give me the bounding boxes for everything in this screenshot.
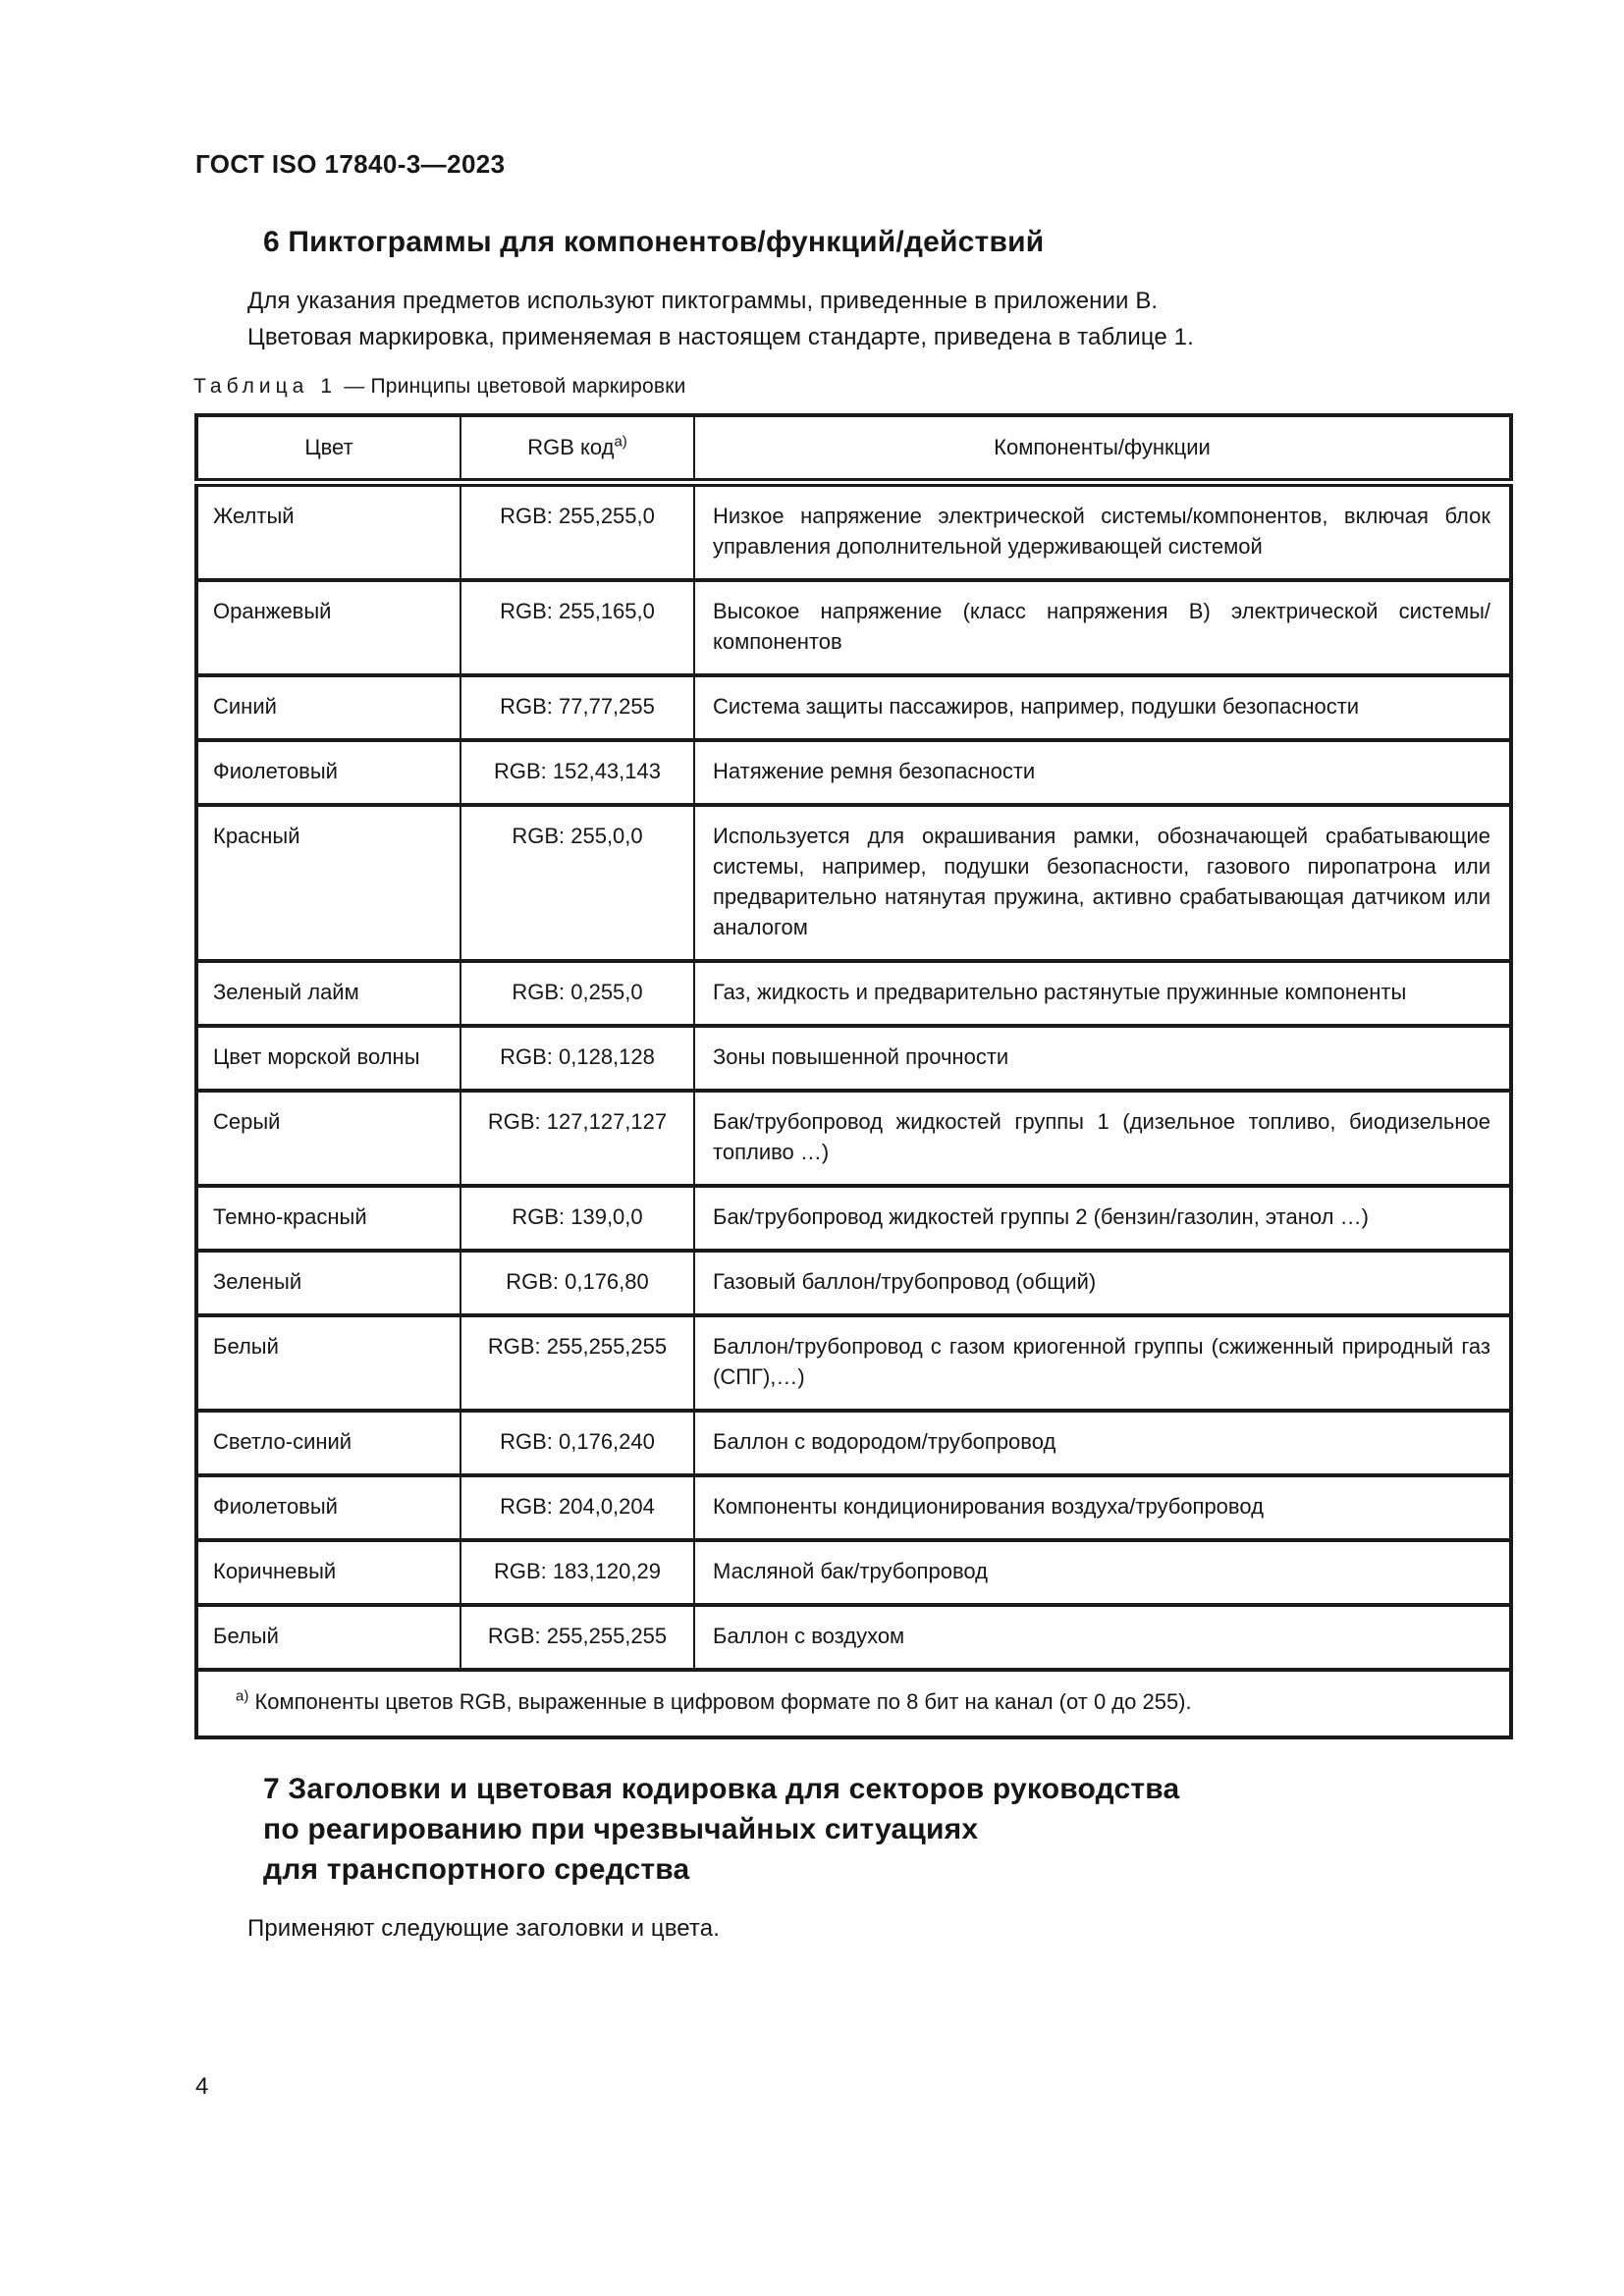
column-header-components: Компоненты/функции bbox=[693, 413, 1512, 487]
description-cell: Высокое напряжение (класс напряжения В) … bbox=[693, 578, 1512, 677]
description-cell: Компоненты кондиционирования воздуха/тру… bbox=[693, 1473, 1512, 1542]
color-cell: Светло-синий bbox=[195, 1409, 461, 1477]
table-row: Серый RGB: 127,127,127 Бак/трубопровод ж… bbox=[195, 1089, 1512, 1188]
description-cell: Зоны повышенной прочности bbox=[693, 1024, 1512, 1093]
color-cell: Белый bbox=[195, 1603, 461, 1672]
table-header-row: Цвет RGB кода) Компоненты/функции bbox=[195, 413, 1512, 487]
paragraph-line: Цветовая маркировка, применяемая в насто… bbox=[247, 324, 1194, 350]
rgb-cell: RGB: 139,0,0 bbox=[460, 1184, 695, 1253]
rgb-cell: RGB: 183,120,29 bbox=[460, 1538, 695, 1607]
color-cell: Фиолетовый bbox=[195, 738, 461, 807]
description-cell: Бак/трубопровод жидкостей группы 1 (дизе… bbox=[693, 1089, 1512, 1188]
document-header: ГОСТ ISO 17840-3—2023 bbox=[195, 149, 506, 179]
color-cell: Коричневый bbox=[195, 1538, 461, 1607]
column-header-color: Цвет bbox=[195, 413, 461, 487]
heading-line: 7 Заголовки и цветовая кодировка для сек… bbox=[263, 1773, 1180, 1805]
rgb-cell: RGB: 255,165,0 bbox=[460, 578, 695, 677]
table-row: Фиолетовый RGB: 204,0,204 Компоненты кон… bbox=[195, 1473, 1512, 1542]
color-cell: Оранжевый bbox=[195, 578, 461, 677]
table-row: Белый RGB: 255,255,255 Баллон/трубопрово… bbox=[195, 1313, 1512, 1413]
description-cell: Используется для окрашивания рамки, обоз… bbox=[693, 803, 1512, 963]
color-cell: Серый bbox=[195, 1089, 461, 1188]
color-cell: Белый bbox=[195, 1313, 461, 1413]
table-row: Синий RGB: 77,77,255 Система защиты пасс… bbox=[195, 673, 1512, 742]
rgb-cell: RGB: 0,176,240 bbox=[460, 1409, 695, 1477]
table-row: Зеленый лайм RGB: 0,255,0 Газ, жидкость … bbox=[195, 959, 1512, 1028]
description-cell: Масляной бак/трубопровод bbox=[693, 1538, 1512, 1607]
rgb-cell: RGB: 77,77,255 bbox=[460, 673, 695, 742]
description-cell: Баллон/трубопровод с газом криогенной гр… bbox=[693, 1313, 1512, 1413]
section-7-heading: 7 Заголовки и цветовая кодировка для сек… bbox=[263, 1769, 1179, 1890]
rgb-cell: RGB: 255,0,0 bbox=[460, 803, 695, 963]
rgb-cell: RGB: 255,255,255 bbox=[460, 1313, 695, 1413]
table-row: Фиолетовый RGB: 152,43,143 Натяжение рем… bbox=[195, 738, 1512, 807]
color-cell: Цвет морской волны bbox=[195, 1024, 461, 1093]
color-cell: Синий bbox=[195, 673, 461, 742]
description-cell: Натяжение ремня безопасности bbox=[693, 738, 1512, 807]
color-cell: Темно-красный bbox=[195, 1184, 461, 1253]
rgb-cell: RGB: 0,128,128 bbox=[460, 1024, 695, 1093]
section-6-paragraphs: Для указания предметов используют пиктог… bbox=[247, 283, 1194, 355]
color-cell: Зеленый bbox=[195, 1249, 461, 1317]
rgb-cell: RGB: 127,127,127 bbox=[460, 1089, 695, 1188]
description-cell: Система защиты пассажиров, например, под… bbox=[693, 673, 1512, 742]
description-cell: Газ, жидкость и предварительно растянуты… bbox=[693, 959, 1512, 1028]
paragraph-line: Для указания предметов используют пиктог… bbox=[247, 288, 1159, 314]
description-cell: Баллон с водородом/трубопровод bbox=[693, 1409, 1512, 1477]
footnote-marker: а) bbox=[236, 1687, 249, 1705]
section-7-paragraph: Применяют следующие заголовки и цвета. bbox=[247, 1915, 720, 1942]
table-footnote-row: а) Компоненты цветов RGB, выраженные в ц… bbox=[195, 1668, 1512, 1739]
table-row: Цвет морской волны RGB: 0,128,128 Зоны п… bbox=[195, 1024, 1512, 1093]
description-cell: Баллон с воздухом bbox=[693, 1603, 1512, 1672]
color-cell: Фиолетовый bbox=[195, 1473, 461, 1542]
rgb-cell: RGB: 255,255,255 bbox=[460, 1603, 695, 1672]
table-caption: Таблица 1 — Принципы цветовой маркировки bbox=[193, 375, 686, 399]
description-cell: Газовый баллон/трубопровод (общий) bbox=[693, 1249, 1512, 1317]
table-row: Красный RGB: 255,0,0 Используется для ок… bbox=[195, 803, 1512, 963]
rgb-cell: RGB: 0,255,0 bbox=[460, 959, 695, 1028]
rgb-cell: RGB: 152,43,143 bbox=[460, 738, 695, 807]
table-row: Зеленый RGB: 0,176,80 Газовый баллон/тру… bbox=[195, 1249, 1512, 1317]
table-row: Оранжевый RGB: 255,165,0 Высокое напряже… bbox=[195, 578, 1512, 677]
heading-line: по реагированию при чрезвычайных ситуаци… bbox=[263, 1813, 979, 1845]
heading-line: для транспортного средства bbox=[263, 1853, 690, 1886]
section-6-heading: 6 Пиктограммы для компонентов/функций/де… bbox=[263, 226, 1045, 258]
color-cell: Красный bbox=[195, 803, 461, 963]
table-row: Желтый RGB: 255,255,0 Низкое напряжение … bbox=[195, 480, 1512, 582]
rgb-cell: RGB: 0,176,80 bbox=[460, 1249, 695, 1317]
page-number: 4 bbox=[195, 2073, 209, 2100]
color-cell: Желтый bbox=[195, 480, 461, 582]
table-footnote: а) Компоненты цветов RGB, выраженные в ц… bbox=[195, 1668, 1512, 1739]
rgb-cell: RGB: 255,255,0 bbox=[460, 480, 695, 582]
description-cell: Бак/трубопровод жидкостей группы 2 (бенз… bbox=[693, 1184, 1512, 1253]
table-row: Темно-красный RGB: 139,0,0 Бак/трубопров… bbox=[195, 1184, 1512, 1253]
rgb-cell: RGB: 204,0,204 bbox=[460, 1473, 695, 1542]
table-caption-label: Таблица bbox=[193, 375, 309, 398]
footnote-marker: а) bbox=[614, 433, 627, 451]
table-row: Белый RGB: 255,255,255 Баллон с воздухом bbox=[195, 1603, 1512, 1672]
table-caption-number: 1 bbox=[320, 375, 333, 398]
table-caption-title: — Принципы цветовой маркировки bbox=[344, 375, 686, 398]
table-row: Коричневый RGB: 183,120,29 Масляной бак/… bbox=[195, 1538, 1512, 1607]
color-cell: Зеленый лайм bbox=[195, 959, 461, 1028]
footnote-text: Компоненты цветов RGB, выраженные в цифр… bbox=[254, 1689, 1192, 1714]
table-row: Светло-синий RGB: 0,176,240 Баллон с вод… bbox=[195, 1409, 1512, 1477]
column-header-rgb: RGB кода) bbox=[460, 413, 695, 487]
description-cell: Низкое напряжение электрической системы/… bbox=[693, 480, 1512, 582]
color-marking-table: Цвет RGB кода) Компоненты/функции Желтый… bbox=[194, 413, 1513, 1739]
